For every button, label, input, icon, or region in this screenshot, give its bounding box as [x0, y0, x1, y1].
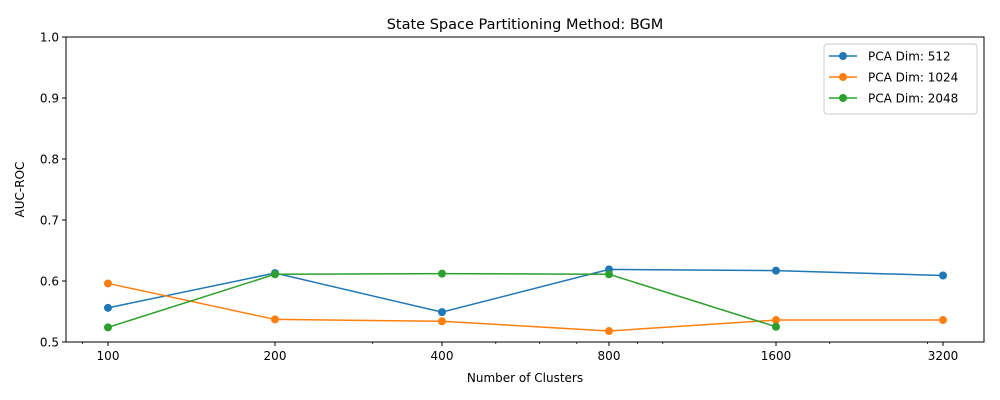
legend-label: PCA Dim: 1024	[868, 71, 958, 85]
series-line-2	[107, 282, 943, 332]
data-point	[939, 316, 947, 325]
legend-box	[823, 43, 978, 115]
plot-area	[104, 265, 947, 336]
data-point	[271, 315, 279, 324]
data-point	[772, 266, 780, 275]
y-tick-label: 0.7	[40, 214, 59, 228]
y-tick-label: 0.8	[40, 153, 59, 167]
legend-marker	[839, 94, 847, 102]
x-axis-label: Number of Clusters	[467, 371, 583, 385]
legend-label: PCA Dim: 512	[868, 50, 951, 64]
axis-ticks: 100 200 400 800 1600 3200 0.5 0.6 0.7 0.8 0.9 1.0	[40, 31, 958, 364]
x-tick-label: 200	[264, 349, 287, 363]
y-tick-label: 0.9	[40, 92, 59, 106]
chart-title: State Space Partitioning Method: BGM	[387, 17, 664, 33]
data-point	[772, 322, 780, 331]
legend-marker	[839, 52, 847, 60]
axes-frame	[65, 36, 985, 343]
x-tick-label: 100	[97, 349, 120, 363]
data-point	[605, 327, 613, 336]
x-tick-label: 1600	[761, 349, 792, 363]
x-tick-label: 400	[431, 349, 454, 363]
data-point	[772, 316, 780, 325]
data-point	[104, 303, 112, 312]
data-point	[438, 308, 446, 317]
data-point	[438, 317, 446, 326]
data-point	[104, 323, 112, 332]
series-line-1	[107, 268, 944, 313]
data-point	[104, 279, 112, 288]
data-point	[605, 270, 613, 279]
data-point	[939, 271, 947, 280]
legend-marker	[839, 73, 847, 81]
y-tick-label: 0.5	[40, 336, 59, 350]
legend-label: PCA Dim: 2048	[868, 92, 958, 106]
y-tick-label: 1.0	[40, 31, 59, 45]
y-tick-label: 0.6	[40, 275, 59, 289]
x-tick-label: 3200	[928, 349, 959, 363]
data-point	[438, 269, 446, 278]
y-axis-label: AUC-ROC	[13, 162, 27, 218]
legend: PCA Dim: 512 PCA Dim: 1024 PCA Dim: 2048	[823, 43, 978, 115]
x-tick-label: 800	[598, 349, 621, 363]
data-point	[271, 270, 279, 279]
